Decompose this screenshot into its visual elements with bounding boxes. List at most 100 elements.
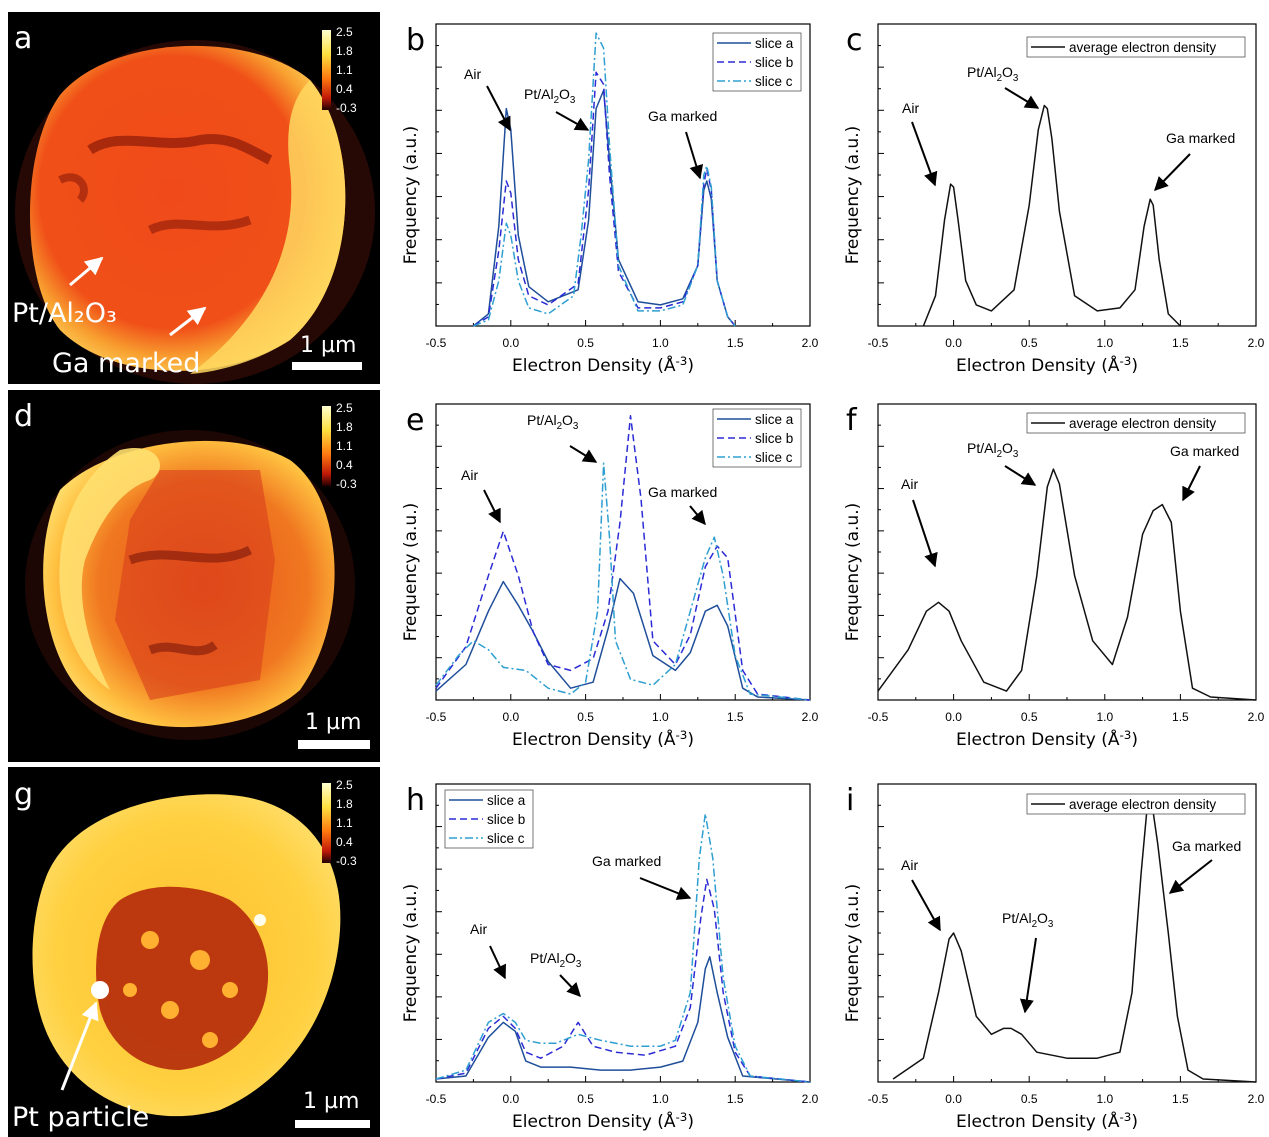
x-tick-label: 1.0 [1096,1092,1113,1106]
annotation-arrow [555,111,590,131]
annotation-label: Pt/Al2O3 [527,412,579,432]
x-tick-label: 1.5 [1172,710,1189,724]
annotation-label: Pt/Al2O3 [530,950,582,970]
colorbar [322,783,331,863]
legend-label: average electron density [1069,416,1216,431]
panel-letter-c: c [846,23,863,58]
panel-letter-d: d [14,399,33,434]
colorbar-tick: 1.1 [336,816,353,830]
annotation-label: Ga marked [648,108,717,124]
x-tick-label: 0.5 [577,1092,594,1106]
annotation-label: Air [901,857,918,873]
annotation-arrow [1004,87,1040,109]
annotation-label: Ga marked [648,484,717,500]
colorbar-tick: 2.5 [336,778,353,792]
annotation-label: Air [470,921,487,937]
x-tick-label: 1.5 [1172,1092,1189,1106]
series-line-average-electron-density [922,104,1181,327]
x-tick-label: 0.0 [502,336,519,350]
annotation-label: Ga marked [1166,130,1235,146]
series-line-slice-a [435,577,811,701]
panel-letter-b: b [406,23,425,58]
colorbar-tick: 1.1 [336,439,353,453]
legend: slice a slice b slice c [444,789,534,849]
colorbar [322,406,331,486]
y-axis-title: Frequency (a.u.) [843,884,863,1023]
annotation-label: Ga marked [1172,838,1241,854]
legend: average electron density [1026,793,1246,815]
image-panel-a: a 2.5 1.8 1.1 0.4 -0.3 Pt/Al₂O₃ Ga marke… [8,12,380,384]
x-axis-title: Electron Density (Å-3) [956,354,1138,376]
x-tick-label: 1.0 [652,336,669,350]
x-tick-label: 0.0 [945,336,962,350]
x-axis-title: Electron Density (Å-3) [512,1110,694,1132]
annotation-arrow [569,445,598,463]
annotation-label: Air [902,100,919,116]
arrow [69,256,104,287]
label-ga-marked: Ga marked [52,348,200,379]
colorbar [322,30,331,110]
series-line-slice-c [435,813,811,1083]
annotation-label: Ga marked [1170,443,1239,459]
panel-letter-h: h [406,783,425,818]
x-axis-title: Electron Density (Å-3) [512,728,694,750]
annotation-arrow [912,499,938,568]
legend-label: slice b [487,812,525,827]
panel-letter-g: g [14,777,33,812]
y-axis-title: Frequency (a.u.) [401,126,421,265]
x-tick-label: 2.0 [1248,710,1265,724]
legend-label: slice a [755,36,794,51]
x-tick-label: 2.0 [802,1092,819,1106]
x-axis-title: Electron Density (Å-3) [956,728,1138,750]
series-line-slice-c [473,32,736,327]
series-line-slice-c [435,462,811,701]
legend: slice a slice b slice c [712,408,802,468]
colorbar-tick: 2.5 [336,25,353,39]
image-panel-g: g 2.5 1.8 1.1 0.4 -0.3 Pt particle 1 µm [8,767,380,1137]
x-axis-title: Electron Density (Å-3) [956,1110,1138,1132]
legend-label: slice b [755,55,793,70]
scale-bar [295,1120,370,1128]
x-tick-label: 1.5 [727,1092,744,1106]
annotation-label: Pt/Al2O3 [967,64,1019,84]
chart-panel-i: -0.5 0.0 0.5 1.0 1.5 2.0 Electron Density (Å-3… [843,783,1265,1132]
chart-panel-h: -0.5 0.0 0.5 1.0 1.5 2.0 Electron Density (Å-3… [401,783,819,1132]
colorbar-tick: -0.3 [336,101,357,115]
x-tick-label: 2.0 [1248,336,1265,350]
pt-particle [91,981,109,999]
x-axis-title: Electron Density (Å-3) [512,354,694,376]
x-tick-label: 1.0 [1096,710,1113,724]
legend-label: slice a [487,793,526,808]
x-tick-label: -0.5 [426,1092,447,1106]
y-axis-title: Frequency (a.u.) [401,884,421,1023]
x-tick-label: 1.5 [727,336,744,350]
x-tick-label: 0.5 [1021,336,1038,350]
series-line-average-electron-density [892,801,1257,1083]
x-tick-label: 0.5 [577,336,594,350]
annotation-label: Air [464,66,481,82]
series-line-average-electron-density [877,468,1257,701]
plot-frame [877,783,1257,1083]
image-panel-d: d 2.5 1.8 1.1 0.4 -0.3 1 µm [8,390,380,762]
x-tick-label: -0.5 [868,1092,889,1106]
panel-letter-e: e [406,403,424,438]
x-tick-label: 1.0 [652,1092,669,1106]
scale-bar [292,362,362,370]
colorbar-tick: 1.8 [336,420,353,434]
annotation-label: Ga marked [592,853,661,869]
colorbar-tick: 1.8 [336,797,353,811]
x-tick-label: 0.5 [577,710,594,724]
legend-label: average electron density [1069,40,1216,55]
annotation-arrow [489,945,506,980]
annotation-label: Air [461,467,478,483]
annotation-label: Pt/Al2O3 [524,86,576,106]
colorbar-tick: 0.4 [336,835,353,849]
annotation-arrow [911,121,938,187]
annotation-arrow [1154,153,1191,192]
scale-bar [298,740,370,749]
legend-label: slice b [755,431,793,446]
annotation-arrow [639,877,692,900]
chart-panel-f: -0.5 0.0 0.5 1.0 1.5 2.0 Electron Density (Å-3… [843,403,1265,750]
x-tick-label: 0.0 [945,1092,962,1106]
x-tick-label: -0.5 [868,336,889,350]
